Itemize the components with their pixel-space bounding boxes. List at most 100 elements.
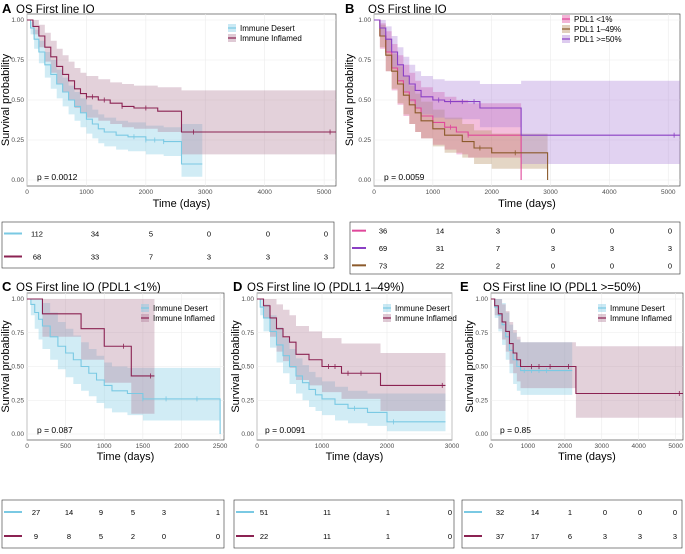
y-tick-label: 0.75 [241,330,254,337]
x-axis-title: Time (days) [153,198,211,210]
risk-count: 32 [496,508,504,517]
risk-table-frame [1,221,335,269]
risk-count: 5 [99,532,103,541]
risk-count: 3 [266,253,270,262]
y-tick-label: 0.50 [475,364,488,371]
survival-curve [374,19,522,180]
risk-count: 3 [496,227,500,236]
p-value: p = 0.0012 [37,172,78,182]
survival-curve [27,298,155,377]
x-tick-label: 3000 [198,189,213,196]
risk-count: 3 [610,244,614,253]
risk-count: 1 [386,532,390,541]
x-axis-title: Time (days) [326,451,384,463]
x-tick-label: 5000 [668,443,683,450]
ci-band [27,299,221,434]
risk-count: 3 [673,532,677,541]
panel-letter: B [345,1,354,16]
y-tick-label: 0.75 [11,57,24,64]
risk-count: 3 [668,244,672,253]
x-tick-label: 1500 [136,443,151,450]
y-tick-label: 1.00 [475,296,488,303]
y-tick-label: 0.25 [475,397,488,404]
x-tick-label: 4000 [602,189,617,196]
x-tick-label: 5000 [661,189,676,196]
legend-label: PDL1 >=50% [574,35,622,44]
risk-count: 3 [207,253,211,262]
risk-count: 22 [260,532,268,541]
legend-label: Immune Inflamed [240,34,302,43]
survival-curve [374,19,680,136]
risk-count: 7 [149,253,153,262]
risk-count: 11 [323,532,331,541]
risk-count: 9 [99,508,103,517]
legend: PDL1 <1%PDL1 1–49%PDL1 >=50% [562,15,622,44]
risk-count: 68 [33,253,41,262]
risk-count: 73 [379,261,387,270]
x-tick-label: 0 [489,443,493,450]
legend-label: Immune Inflamed [610,314,672,323]
ci-band [257,299,446,412]
x-tick-label: 3000 [543,189,558,196]
x-tick-label: 2000 [484,189,499,196]
ci-band [27,299,155,414]
panel-c: C OS First line IO (PDL1 <1%) 0.00 0.25 0.50… [0,279,228,549]
x-tick-label: 1000 [426,189,441,196]
ci-band [257,299,446,432]
y-tick-label: 0.00 [358,177,371,184]
risk-count: 5 [131,508,135,517]
y-tick-label: 0.75 [475,330,488,337]
survival-curve [491,298,683,395]
x-tick-label: 2000 [380,443,395,450]
x-tick-label: 3000 [445,443,460,450]
panel-a: A OS First line IO 0.00 0.25 0.50 0.75 1.00 0 10… [0,1,337,269]
legend-label: Immune Desert [153,304,208,313]
risk-count: 0 [448,532,452,541]
legend-label: Immune Desert [395,304,450,313]
risk-table-frame [1,499,225,549]
risk-count: 36 [379,227,387,236]
risk-count: 3 [324,253,328,262]
risk-count: 2 [496,261,500,270]
risk-count: 2 [131,532,135,541]
panel-title: OS First line IO (PDL1 <1%) [16,282,161,294]
panel-letter: C [2,279,12,294]
y-tick-label: 0.25 [241,397,254,404]
legend-label: PDL1 1–49% [574,25,621,34]
x-tick-label: 0 [255,443,259,450]
risk-count: 9 [34,532,38,541]
risk-count: 31 [436,244,444,253]
risk-count: 34 [91,230,99,239]
risk-count: 3 [638,532,642,541]
ci-band [491,299,683,418]
risk-count: 14 [531,508,539,517]
y-tick-label: 0.50 [358,97,371,104]
y-tick-label: 0.50 [11,364,24,371]
risk-count: 0 [610,227,614,236]
y-tick-label: 1.00 [11,296,24,303]
survival-curve [27,298,221,434]
ci-band [374,20,680,164]
risk-count: 11 [323,508,331,517]
survival-curve [27,19,336,133]
risk-count: 0 [668,261,672,270]
survival-curve [374,19,549,180]
panel-title: OS First line IO (PDL1 >=50%) [483,282,641,294]
p-value: p = 0.85 [500,425,531,435]
x-axis-title: Time (days) [558,451,616,463]
risk-count: 1 [386,508,390,517]
legend-label: Immune Inflamed [395,314,457,323]
x-tick-label: 2500 [213,443,228,450]
x-tick-label: 2000 [558,443,573,450]
risk-count: 0 [448,508,452,517]
risk-count: 0 [610,261,614,270]
x-axis-title: Time (days) [498,198,556,210]
y-axis-title: Survival probability [230,320,242,413]
legend-label: Immune Desert [610,304,665,313]
risk-count: 1 [568,508,572,517]
legend-label: Immune Inflamed [153,314,215,323]
risk-count: 3 [603,532,607,541]
risk-count: 0 [638,508,642,517]
risk-count: 0 [603,508,607,517]
